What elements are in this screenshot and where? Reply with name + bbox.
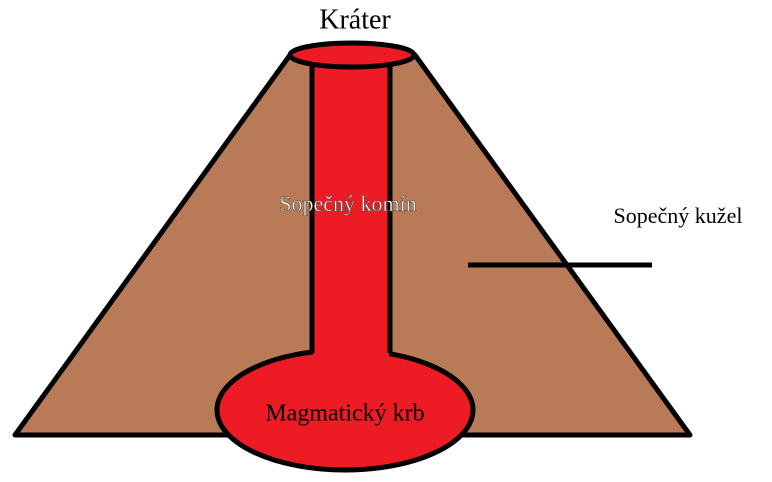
conduit-label: Sopečný komín [279, 191, 417, 216]
cone-label: Sopečný kužel [614, 203, 743, 228]
page: Kráter Sopečný komín Sopečný kužel Magma… [0, 0, 772, 482]
crater-label: Kráter [319, 4, 391, 35]
crater [290, 43, 414, 67]
chamber-label: Magmatický krb [265, 401, 424, 427]
volcano-diagram: Kráter Sopečný komín Sopečný kužel Magma… [0, 0, 772, 482]
